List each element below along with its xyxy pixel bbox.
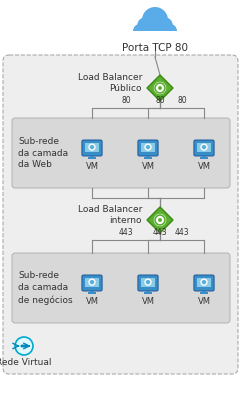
Bar	[90, 156, 94, 158]
Text: 80: 80	[121, 96, 131, 105]
Circle shape	[146, 145, 150, 149]
Bar	[202, 291, 206, 293]
Circle shape	[90, 280, 94, 284]
Circle shape	[200, 143, 208, 151]
Text: 80: 80	[155, 96, 165, 105]
Circle shape	[202, 280, 206, 284]
Polygon shape	[147, 75, 173, 101]
FancyBboxPatch shape	[12, 253, 230, 323]
Circle shape	[23, 345, 25, 347]
Polygon shape	[147, 207, 173, 233]
Circle shape	[133, 24, 147, 38]
Circle shape	[154, 82, 166, 94]
Text: Rede Virtual: Rede Virtual	[0, 358, 52, 367]
Text: 443: 443	[119, 228, 133, 237]
Circle shape	[163, 24, 177, 38]
Bar	[85, 278, 100, 287]
Bar	[202, 156, 206, 158]
Text: VM: VM	[198, 297, 210, 306]
Circle shape	[200, 278, 208, 286]
Text: Sub-rede
da camada
da Web: Sub-rede da camada da Web	[18, 137, 68, 169]
Circle shape	[142, 7, 168, 33]
Circle shape	[146, 280, 150, 284]
Circle shape	[137, 17, 155, 35]
Circle shape	[154, 214, 166, 226]
Bar	[141, 143, 155, 152]
FancyBboxPatch shape	[194, 275, 214, 291]
Text: VM: VM	[86, 297, 99, 306]
Bar	[141, 278, 155, 287]
FancyBboxPatch shape	[138, 275, 158, 291]
Text: Load Balancer
interno: Load Balancer interno	[78, 204, 142, 225]
Circle shape	[158, 218, 162, 222]
Text: VM: VM	[198, 162, 210, 171]
Circle shape	[25, 345, 27, 347]
Text: VM: VM	[86, 162, 99, 171]
Bar	[196, 278, 212, 287]
Circle shape	[144, 278, 152, 286]
Bar	[85, 143, 100, 152]
Circle shape	[88, 143, 96, 151]
Text: 443: 443	[153, 228, 167, 237]
FancyBboxPatch shape	[82, 275, 102, 291]
Text: VM: VM	[141, 297, 154, 306]
Circle shape	[155, 17, 173, 35]
Circle shape	[158, 86, 162, 90]
FancyBboxPatch shape	[138, 140, 158, 156]
Circle shape	[21, 345, 23, 347]
Circle shape	[15, 337, 33, 355]
Text: 443: 443	[175, 228, 189, 237]
Bar	[196, 143, 212, 152]
FancyBboxPatch shape	[194, 140, 214, 156]
FancyBboxPatch shape	[82, 140, 102, 156]
Bar	[146, 156, 150, 158]
Circle shape	[144, 143, 152, 151]
Circle shape	[144, 18, 166, 40]
Bar	[90, 291, 94, 293]
Text: Load Balancer
Público: Load Balancer Público	[78, 73, 142, 93]
FancyBboxPatch shape	[3, 55, 238, 374]
Circle shape	[88, 278, 96, 286]
Text: VM: VM	[141, 162, 154, 171]
FancyBboxPatch shape	[12, 118, 230, 188]
Text: Porta TCP 80: Porta TCP 80	[122, 43, 188, 53]
Circle shape	[202, 145, 206, 149]
Bar	[132, 31, 178, 43]
Text: 80: 80	[177, 96, 187, 105]
Text: Sub-rede
da camada
de negócios: Sub-rede da camada de negócios	[18, 272, 73, 304]
Circle shape	[90, 145, 94, 149]
Bar	[146, 291, 150, 293]
